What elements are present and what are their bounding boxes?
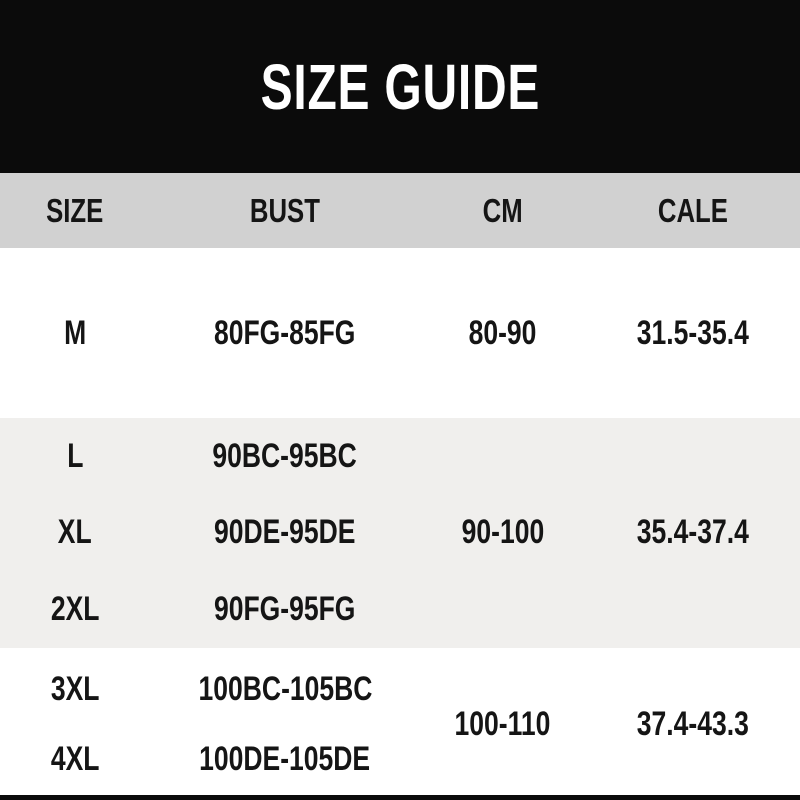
cell-cm-group-m-label: 80-90 [468, 313, 537, 352]
cell-bust-l: 90BC-95BC [150, 418, 420, 495]
cell-cale-group-3xl-4xl-label: 37.4-43.3 [636, 705, 749, 743]
cell-size-m-label: M [63, 313, 87, 352]
column-header-size-label: SIZE [46, 191, 104, 229]
column-header-cale: CALE [585, 173, 800, 248]
cell-size-2xl: 2XL [0, 571, 150, 648]
cell-bust-2xl: 90FG-95FG [150, 571, 420, 648]
cell-bust-xl: 90DE-95DE [150, 495, 420, 572]
cell-size-4xl: 4XL [0, 725, 150, 796]
cell-cm-group-3xl-4xl-label: 100-110 [454, 705, 551, 743]
cell-size-4xl-label: 4XL [50, 740, 100, 779]
cell-bust-4xl: 100DE-105DE [150, 725, 420, 796]
cell-cale-group-m-label: 31.5-35.4 [636, 313, 749, 352]
bottom-divider [0, 795, 800, 800]
cell-cale-group-3xl-4xl: 37.4-43.3 [585, 654, 800, 795]
cell-bust-xl-label: 90DE-95DE [214, 513, 356, 552]
column-header-bust: BUST [150, 173, 420, 248]
size-group-l-xl-2xl: L 90BC-95BC XL 90DE-95DE 2XL 90FG-95FG 9… [0, 418, 800, 648]
cell-bust-2xl-label: 90FG-95FG [214, 590, 356, 629]
cell-bust-m: 80FG-85FG [150, 248, 420, 418]
cell-size-3xl: 3XL [0, 654, 150, 725]
cell-cale-group-m: 31.5-35.4 [585, 248, 800, 418]
cell-cm-group-m: 80-90 [420, 248, 585, 418]
cell-cm-group-l-xl-2xl-label: 90-100 [461, 513, 544, 552]
cell-bust-l-label: 90BC-95BC [212, 436, 358, 475]
cell-size-xl-label: XL [58, 513, 92, 552]
size-group-m: M 80FG-85FG 80-90 31.5-35.4 [0, 248, 800, 418]
cell-cm-group-3xl-4xl: 100-110 [420, 654, 585, 795]
size-guide-banner: SIZE GUIDE [0, 0, 800, 173]
column-header-cale-label: CALE [657, 191, 728, 229]
page-title: SIZE GUIDE [260, 50, 540, 123]
cell-bust-3xl: 100BC-105BC [150, 654, 420, 725]
cell-size-l-label: L [66, 436, 84, 475]
cell-size-m: M [0, 248, 150, 418]
cell-bust-m-label: 80FG-85FG [214, 313, 356, 352]
cell-cm-group-l-xl-2xl: 90-100 [420, 418, 585, 648]
cell-cale-group-l-xl-2xl-label: 35.4-37.4 [636, 513, 749, 552]
size-group-3xl-4xl: 3XL 100BC-105BC 4XL 100DE-105DE 100-110 … [0, 648, 800, 795]
cell-size-2xl-label: 2XL [50, 590, 100, 629]
column-header-cm-label: CM [482, 191, 523, 229]
table-header-row: SIZE BUST CM CALE [0, 173, 800, 248]
column-header-size: SIZE [0, 173, 150, 248]
cell-size-3xl-label: 3XL [50, 669, 100, 708]
cell-size-xl: XL [0, 495, 150, 572]
column-header-bust-label: BUST [249, 191, 321, 229]
cell-cale-group-l-xl-2xl: 35.4-37.4 [585, 418, 800, 648]
cell-size-l: L [0, 418, 150, 495]
cell-bust-3xl-label: 100BC-105BC [198, 669, 372, 708]
cell-bust-4xl-label: 100DE-105DE [199, 740, 371, 779]
column-header-cm: CM [420, 173, 585, 248]
